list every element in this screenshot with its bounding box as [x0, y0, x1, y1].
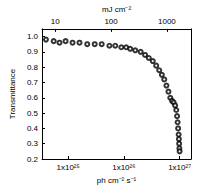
svg-text:0.3: 0.3	[27, 139, 39, 148]
svg-text:1x10²⁵: 1x10²⁵	[56, 163, 79, 172]
svg-text:0.8: 0.8	[27, 63, 39, 72]
svg-text:0.6: 0.6	[27, 93, 39, 102]
svg-text:10: 10	[51, 17, 60, 26]
svg-text:0.4: 0.4	[27, 124, 39, 133]
svg-text:1.0: 1.0	[27, 32, 39, 41]
svg-text:1000: 1000	[158, 17, 176, 26]
svg-text:Transmittance: Transmittance	[8, 68, 17, 119]
svg-text:0.2: 0.2	[27, 155, 39, 164]
svg-text:mJ cm⁻²: mJ cm⁻²	[102, 5, 132, 14]
svg-text:0.5: 0.5	[27, 109, 39, 118]
svg-text:100: 100	[104, 17, 118, 26]
svg-text:0.7: 0.7	[27, 78, 39, 87]
svg-text:1x10²⁷: 1x10²⁷	[168, 163, 191, 172]
svg-text:0.9: 0.9	[27, 47, 39, 56]
svg-text:ph cm⁻² s⁻¹: ph cm⁻² s⁻¹	[97, 176, 137, 185]
svg-text:1x10²⁶: 1x10²⁶	[112, 163, 135, 172]
